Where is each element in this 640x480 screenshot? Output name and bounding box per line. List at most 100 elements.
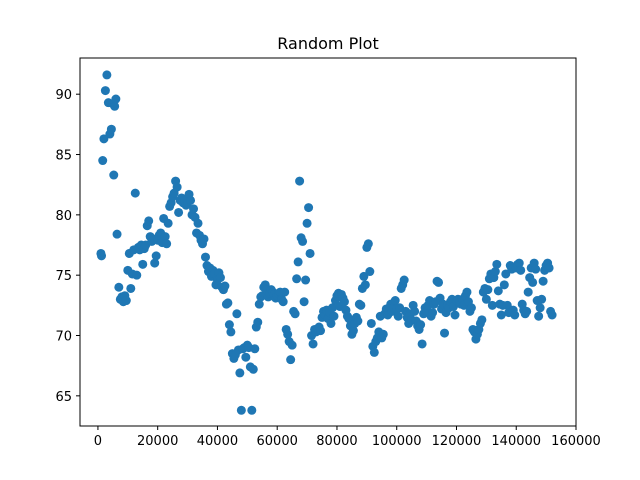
scatter-point bbox=[522, 306, 532, 316]
scatter-point bbox=[348, 326, 358, 336]
scatter-point bbox=[220, 281, 230, 291]
scatter-point bbox=[326, 318, 336, 328]
scatter-point bbox=[248, 364, 258, 374]
scatter-point bbox=[292, 274, 302, 284]
scatter-point bbox=[535, 303, 545, 313]
scatter-point bbox=[162, 239, 172, 249]
scatter-point bbox=[393, 311, 403, 321]
scatter-point bbox=[523, 287, 533, 297]
scatter-point bbox=[232, 309, 242, 319]
scatter-point bbox=[490, 267, 500, 277]
scatter-point bbox=[301, 275, 311, 285]
scatter-point bbox=[236, 405, 246, 415]
scatter-point bbox=[295, 176, 305, 186]
scatter-point bbox=[496, 310, 506, 320]
scatter-point bbox=[547, 310, 557, 320]
scatter-point bbox=[366, 318, 376, 328]
scatter-point bbox=[528, 277, 538, 287]
scatter-point bbox=[110, 101, 120, 111]
scatter-point bbox=[121, 296, 131, 306]
chart-title: Random Plot bbox=[277, 34, 378, 53]
scatter-point bbox=[200, 252, 210, 262]
scatter-point bbox=[174, 207, 184, 217]
y-tick-label: 75 bbox=[55, 269, 72, 284]
scatter-point bbox=[531, 264, 541, 274]
scatter-point bbox=[100, 86, 110, 96]
scatter-point bbox=[308, 339, 318, 349]
scatter-point bbox=[363, 239, 373, 249]
scatter-point bbox=[253, 317, 263, 327]
scatter-point bbox=[102, 70, 112, 80]
scatter-point bbox=[434, 277, 444, 287]
scatter-point bbox=[399, 275, 409, 285]
scatter-point bbox=[416, 320, 426, 330]
scatter-point bbox=[286, 355, 296, 365]
scatter-point bbox=[150, 258, 160, 268]
x-tick-label: 140000 bbox=[491, 434, 541, 449]
scatter-point bbox=[112, 229, 122, 239]
scatter-point bbox=[410, 306, 420, 316]
scatter-point bbox=[130, 188, 140, 198]
x-tick-label: 160000 bbox=[551, 434, 601, 449]
scatter-point bbox=[344, 314, 354, 324]
scatter-point bbox=[299, 297, 309, 307]
scatter-point bbox=[189, 204, 199, 214]
scatter-point bbox=[390, 296, 400, 306]
scatter-point bbox=[280, 287, 290, 297]
scatter-point bbox=[365, 267, 375, 277]
scatter-point bbox=[304, 203, 314, 213]
scatter-point bbox=[327, 303, 337, 313]
scatter-point bbox=[492, 259, 502, 269]
scatter-point bbox=[440, 328, 450, 338]
scatter-point bbox=[160, 232, 170, 242]
scatter-point bbox=[428, 308, 438, 318]
scatter-point bbox=[339, 297, 349, 307]
x-tick-label: 20000 bbox=[137, 434, 178, 449]
scatter-point bbox=[186, 195, 196, 205]
scatter-point bbox=[316, 326, 326, 336]
scatter-point bbox=[538, 276, 548, 286]
scatter-point bbox=[97, 251, 107, 261]
scatter-point bbox=[193, 218, 203, 228]
scatter-point bbox=[287, 340, 297, 350]
scatter-point bbox=[138, 259, 148, 269]
scatter-point bbox=[487, 300, 497, 310]
scatter-point bbox=[493, 286, 503, 296]
scatter-point bbox=[534, 311, 544, 321]
x-tick-label: 120000 bbox=[432, 434, 482, 449]
scatter-point bbox=[250, 344, 260, 354]
scatter-point bbox=[450, 310, 460, 320]
x-tick-label: 40000 bbox=[197, 434, 238, 449]
scatter-point bbox=[501, 269, 511, 279]
x-tick-label: 80000 bbox=[316, 434, 357, 449]
scatter-point bbox=[510, 310, 520, 320]
scatter-point bbox=[224, 320, 234, 330]
scatter-point bbox=[254, 299, 264, 309]
scatter-point bbox=[353, 316, 363, 326]
scatter-point bbox=[359, 271, 369, 281]
scatter-point bbox=[369, 347, 379, 357]
y-tick-label: 80 bbox=[55, 209, 72, 224]
x-tick-label: 60000 bbox=[257, 434, 298, 449]
scatter-point bbox=[537, 294, 547, 304]
scatter-point bbox=[302, 218, 312, 228]
scatter-point bbox=[293, 257, 303, 267]
x-tick-label: 100000 bbox=[372, 434, 422, 449]
scatter-point bbox=[305, 248, 315, 258]
scatter-point bbox=[514, 258, 524, 268]
x-axis: 0 20000 40000 60000 80000 100000 120000 140000 1… bbox=[94, 426, 601, 449]
scatter-point bbox=[132, 270, 142, 280]
scatter-point bbox=[163, 218, 173, 228]
scatter-point bbox=[106, 124, 116, 134]
y-tick-label: 85 bbox=[55, 149, 72, 164]
scatter-point bbox=[499, 280, 509, 290]
scatter-point bbox=[172, 182, 182, 192]
scatter-point bbox=[241, 352, 251, 362]
y-tick-label: 70 bbox=[55, 330, 72, 345]
scatter-point bbox=[226, 327, 236, 337]
y-axis: 65 70 75 80 85 90 bbox=[55, 88, 80, 405]
scatter-point bbox=[483, 285, 493, 295]
scatter-point bbox=[111, 94, 121, 104]
